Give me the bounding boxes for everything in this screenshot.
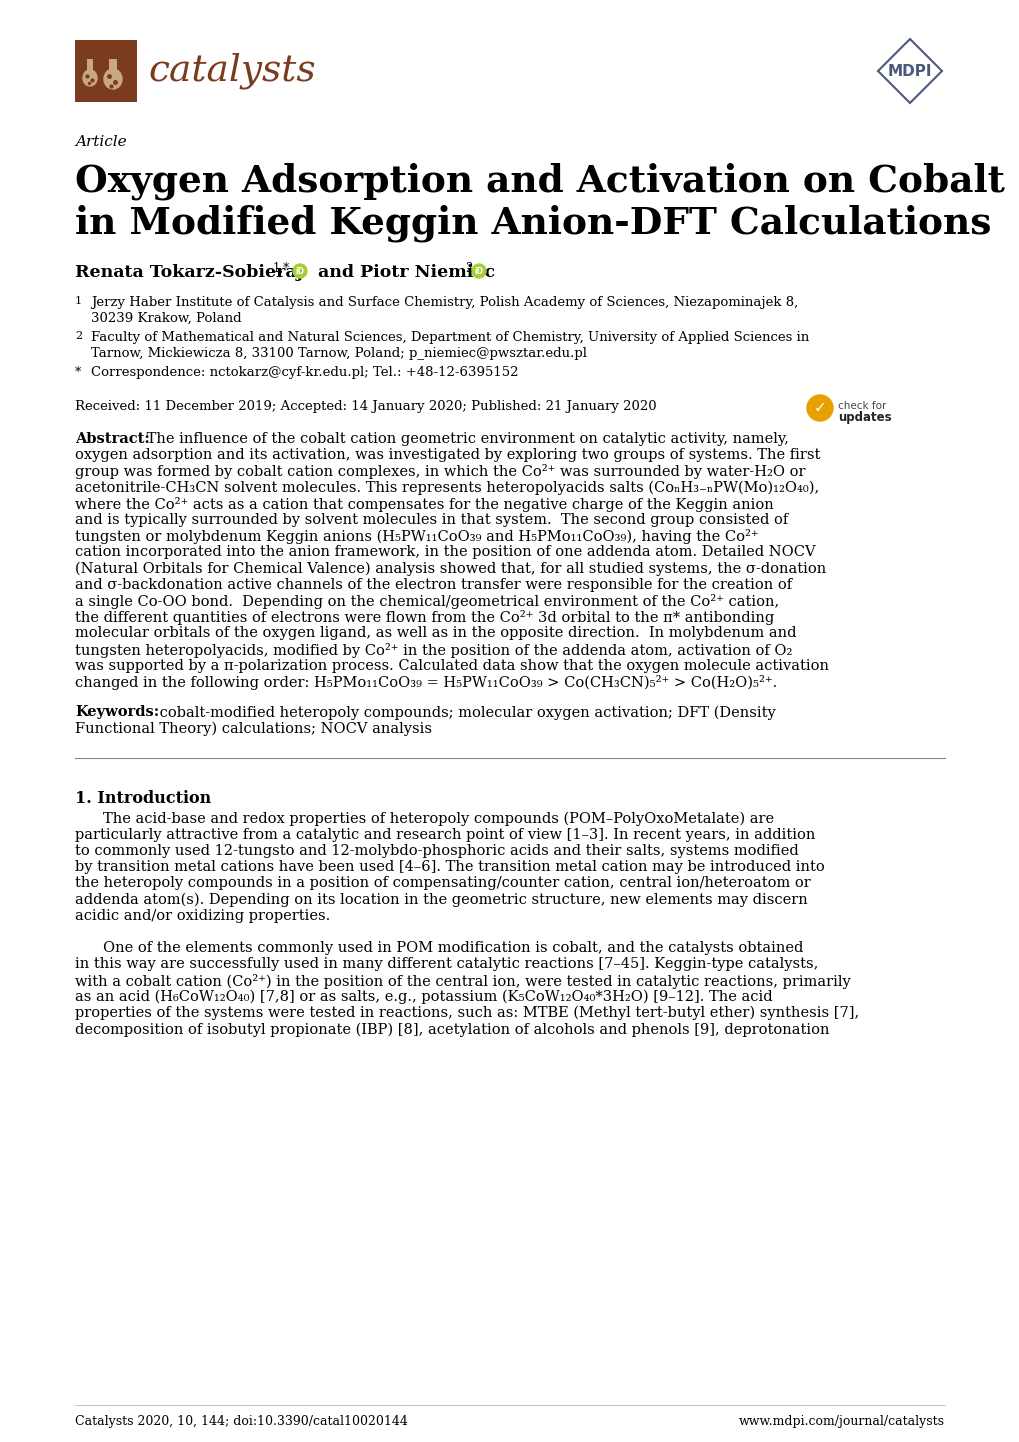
Text: tungsten heteropolyacids, modified by Co²⁺ in the position of the addenda atom, : tungsten heteropolyacids, modified by Co… (75, 643, 792, 658)
Text: www.mdpi.com/journal/catalysts: www.mdpi.com/journal/catalysts (739, 1415, 944, 1428)
Text: and is typically surrounded by solvent molecules in that system.  The second gro: and is typically surrounded by solvent m… (75, 513, 788, 526)
Text: properties of the systems were tested in reactions, such as: MTBE (Methyl tert-b: properties of the systems were tested in… (75, 1007, 858, 1021)
Text: and Piotr Niemiec: and Piotr Niemiec (312, 264, 494, 281)
Text: where the Co²⁺ acts as a cation that compensates for the negative charge of the : where the Co²⁺ acts as a cation that com… (75, 497, 773, 512)
Text: Abstract:: Abstract: (75, 433, 150, 446)
Text: updates: updates (838, 411, 891, 424)
Circle shape (292, 264, 307, 278)
Text: particularly attractive from a catalytic and research point of view [1–3]. In re: particularly attractive from a catalytic… (75, 828, 814, 842)
Text: addenda atom(s). Depending on its location in the geometric structure, new eleme: addenda atom(s). Depending on its locati… (75, 893, 807, 907)
Text: The influence of the cobalt cation geometric environment on catalytic activity, : The influence of the cobalt cation geome… (142, 433, 788, 446)
Text: One of the elements commonly used in POM modification is cobalt, and the catalys: One of the elements commonly used in POM… (103, 942, 803, 955)
Text: as an acid (H₆CoW₁₂O₄₀) [7,8] or as salts, e.g., potassium (K₅CoW₁₂O₄₀*3H₂O) [9–: as an acid (H₆CoW₁₂O₄₀) [7,8] or as salt… (75, 989, 771, 1004)
Text: Faculty of Mathematical and Natural Sciences, Department of Chemistry, Universit: Faculty of Mathematical and Natural Scie… (91, 332, 808, 345)
Text: by transition metal cations have been used [4–6]. The transition metal cation ma: by transition metal cations have been us… (75, 861, 824, 874)
Text: molecular orbitals of the oxygen ligand, as well as in the opposite direction.  : molecular orbitals of the oxygen ligand,… (75, 626, 796, 640)
Circle shape (472, 264, 485, 278)
Text: 2: 2 (75, 332, 83, 340)
Text: iD: iD (296, 267, 305, 275)
Text: ✓: ✓ (813, 401, 825, 415)
Text: cobalt-modified heteropoly compounds; molecular oxygen activation; DFT (Density: cobalt-modified heteropoly compounds; mo… (155, 705, 775, 720)
Text: Catalysts 2020, 10, 144; doi:10.3390/catal10020144: Catalysts 2020, 10, 144; doi:10.3390/cat… (75, 1415, 408, 1428)
Text: Renata Tokarz-Sobieraj: Renata Tokarz-Sobieraj (75, 264, 303, 281)
Text: Correspondence: nctokarz@cyf-kr.edu.pl; Tel.: +48-12-6395152: Correspondence: nctokarz@cyf-kr.edu.pl; … (91, 366, 518, 379)
Text: Tarnow, Mickiewicza 8, 33100 Tarnow, Poland; p_niemiec@pwsztar.edu.pl: Tarnow, Mickiewicza 8, 33100 Tarnow, Pol… (91, 346, 586, 359)
Text: Jerzy Haber Institute of Catalysis and Surface Chemistry, Polish Academy of Scie: Jerzy Haber Institute of Catalysis and S… (91, 296, 798, 309)
Text: the heteropoly compounds in a position of compensating/counter cation, central i: the heteropoly compounds in a position o… (75, 877, 810, 890)
Text: Functional Theory) calculations; NOCV analysis: Functional Theory) calculations; NOCV an… (75, 721, 432, 735)
FancyBboxPatch shape (75, 40, 137, 102)
Ellipse shape (104, 69, 122, 89)
Ellipse shape (83, 71, 97, 87)
Text: group was formed by cobalt cation complexes, in which the Co²⁺ was surrounded by: group was formed by cobalt cation comple… (75, 464, 805, 479)
Text: 1: 1 (75, 296, 83, 306)
Text: 1. Introduction: 1. Introduction (75, 790, 211, 806)
Text: Article: Article (75, 136, 126, 149)
FancyBboxPatch shape (87, 59, 93, 74)
Text: acidic and/or oxidizing properties.: acidic and/or oxidizing properties. (75, 908, 330, 923)
Text: 30239 Krakow, Poland: 30239 Krakow, Poland (91, 311, 242, 324)
Text: changed in the following order: H₅PMo₁₁CoO₃₉ = H₅PW₁₁CoO₃₉ > Co(CH₃CN)₅²⁺ > Co(H: changed in the following order: H₅PMo₁₁C… (75, 675, 776, 691)
Text: Oxygen Adsorption and Activation on Cobalt Center: Oxygen Adsorption and Activation on Coba… (75, 162, 1019, 199)
Text: a single Co-OO bond.  Depending on the chemical/geometrical environment of the C: a single Co-OO bond. Depending on the ch… (75, 594, 779, 609)
Text: was supported by a π-polarization process. Calculated data show that the oxygen : was supported by a π-polarization proces… (75, 659, 828, 673)
FancyBboxPatch shape (109, 59, 117, 75)
Text: 2: 2 (465, 262, 472, 275)
Text: acetonitrile-CH₃CN solvent molecules. This represents heteropolyacids salts (Coₙ: acetonitrile-CH₃CN solvent molecules. Th… (75, 480, 818, 495)
Text: MDPI: MDPI (887, 63, 931, 78)
Circle shape (806, 395, 833, 421)
Text: catalysts: catalysts (148, 53, 315, 89)
Text: Keywords:: Keywords: (75, 705, 159, 720)
Text: oxygen adsorption and its activation, was investigated by exploring two groups o: oxygen adsorption and its activation, wa… (75, 448, 819, 463)
Text: to commonly used 12-tungsto and 12-molybdo-phosphoric acids and their salts, sys: to commonly used 12-tungsto and 12-molyb… (75, 844, 798, 858)
Text: Received: 11 December 2019; Accepted: 14 January 2020; Published: 21 January 202: Received: 11 December 2019; Accepted: 14… (75, 399, 656, 412)
Text: tungsten or molybdenum Keggin anions (H₅PW₁₁CoO₃₉ and H₅PMo₁₁CoO₃₉), having the : tungsten or molybdenum Keggin anions (H₅… (75, 529, 758, 544)
Text: (Natural Orbitals for Chemical Valence) analysis showed that, for all studied sy: (Natural Orbitals for Chemical Valence) … (75, 561, 825, 575)
Text: check for: check for (838, 401, 886, 411)
Text: iD: iD (474, 267, 483, 275)
Text: The acid-base and redox properties of heteropoly compounds (POM–PolyOxoMetalate): The acid-base and redox properties of he… (103, 812, 773, 826)
Text: *: * (75, 366, 82, 379)
Text: in this way are successfully used in many different catalytic reactions [7–45]. : in this way are successfully used in man… (75, 957, 817, 972)
Text: and σ-backdonation active channels of the electron transfer were responsible for: and σ-backdonation active channels of th… (75, 578, 792, 591)
Text: decomposition of isobutyl propionate (IBP) [8], acetylation of alcohols and phen: decomposition of isobutyl propionate (IB… (75, 1022, 828, 1037)
Text: the different quantities of electrons were flown from the Co²⁺ 3⁤d orbital to th: the different quantities of electrons we… (75, 610, 773, 626)
Text: in Modified Keggin Anion-DFT Calculations: in Modified Keggin Anion-DFT Calculation… (75, 203, 990, 241)
Text: with a cobalt cation (Co²⁺) in the position of the central ion, were tested in c: with a cobalt cation (Co²⁺) in the posit… (75, 973, 850, 989)
Text: cation incorporated into the anion framework, in the position of one addenda ato: cation incorporated into the anion frame… (75, 545, 815, 559)
Text: 1,*: 1,* (273, 262, 289, 275)
